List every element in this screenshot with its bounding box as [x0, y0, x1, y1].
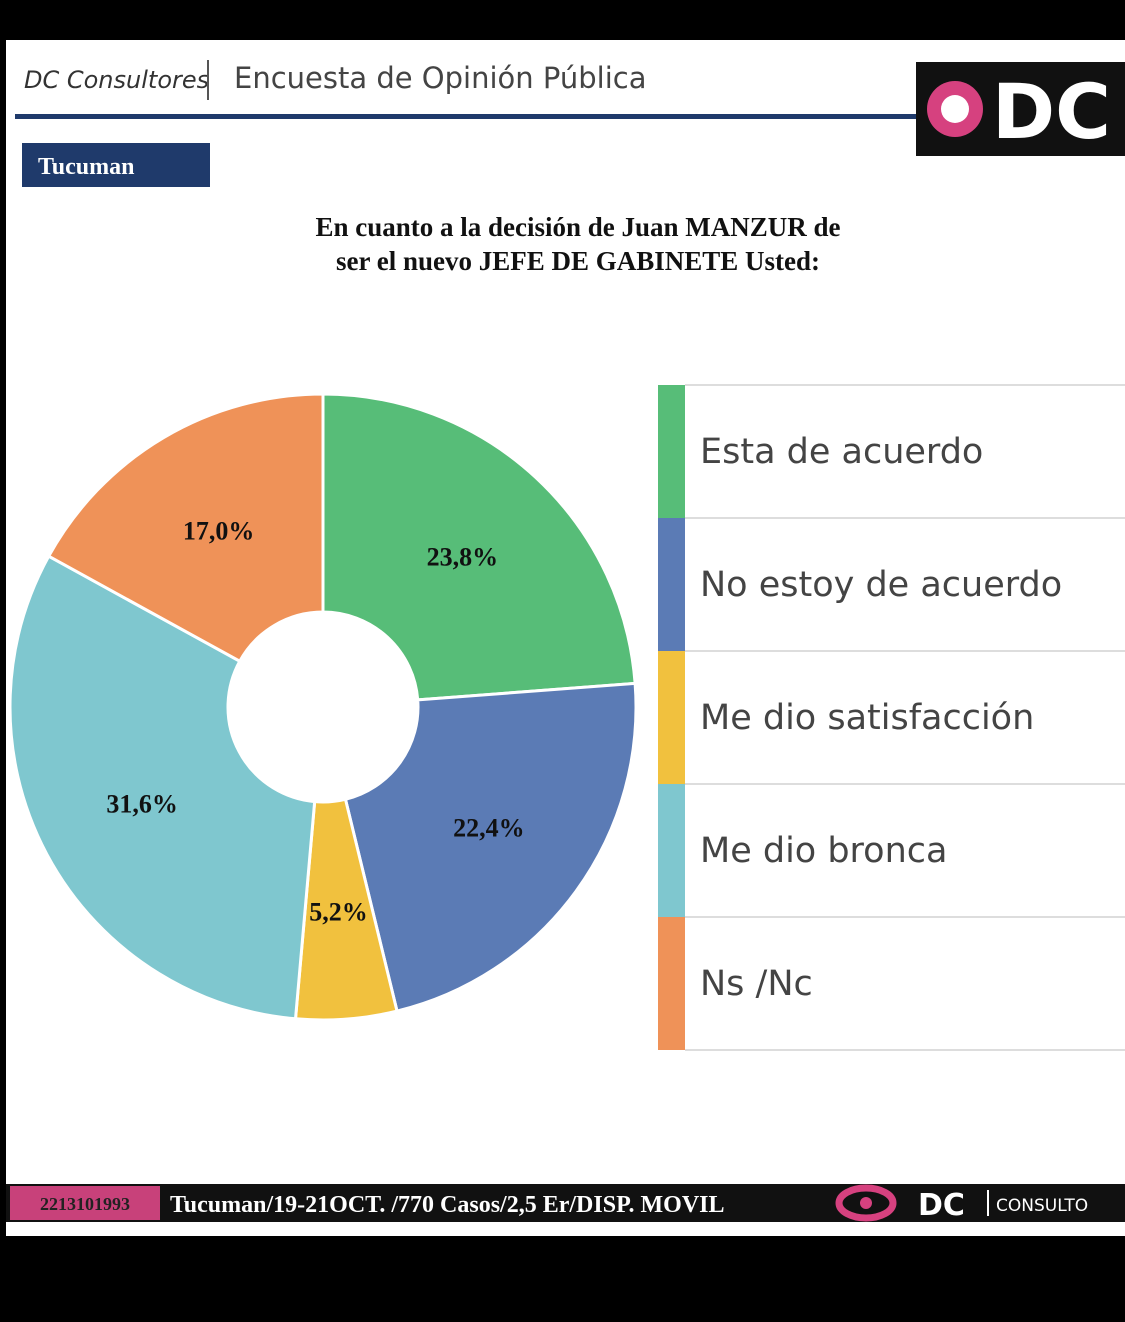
legend-swatch	[658, 518, 685, 651]
logo-text: DC	[992, 67, 1111, 156]
badge	[22, 143, 210, 187]
value-label: 5,2%	[309, 897, 368, 926]
slice	[343, 681, 638, 1013]
legend-label: Ns /Nc	[700, 964, 813, 1004]
footer-logo-dot	[860, 1197, 872, 1209]
footer-logo: DC	[918, 1188, 965, 1223]
footer-info: Tucuman/19-21OCT. /770 Casos/2,5 Er/DISP…	[170, 1192, 725, 1218]
chart-title: En cuanto a la decisión de Juan MANZUR d…	[315, 212, 840, 242]
legend-swatch	[658, 784, 685, 917]
footer-phone: 2213101993	[40, 1194, 130, 1214]
value-label: 22,4%	[453, 813, 525, 842]
header-title: Encuesta de Opinión Pública	[234, 61, 646, 95]
legend-label: Me dio satisfacción	[700, 698, 1034, 738]
header-rule	[15, 114, 920, 119]
footer-phone-box	[10, 1186, 160, 1220]
footer-brand: CONSULTO	[996, 1196, 1088, 1216]
badge-text: Tucuman	[38, 154, 135, 180]
slice	[46, 392, 325, 664]
slice	[321, 392, 637, 702]
footer-bar	[6, 1184, 1125, 1222]
chart-title: ser el nuevo JEFE DE GABINETE Usted:	[336, 246, 820, 276]
value-label: 23,8%	[427, 543, 499, 572]
chart: 23,8% 22,4% 5,2% 31,6% 17,0% Esta de acuerdo N…	[8, 384, 1125, 1051]
value-label: 31,6%	[106, 789, 178, 818]
legend-label: Me dio bronca	[700, 831, 947, 871]
logo-hole	[941, 95, 969, 123]
legend-swatch	[658, 651, 685, 784]
slice	[8, 554, 317, 1021]
value-label: 17,0%	[183, 517, 255, 546]
legend-swatch	[658, 917, 685, 1050]
legend-swatch	[658, 385, 685, 518]
legend-label: No estoy de acuerdo	[700, 565, 1062, 605]
brand: DC Consultores	[24, 66, 209, 94]
footer-logo-ring	[835, 1184, 897, 1222]
legend-label: Esta de acuerdo	[700, 432, 983, 472]
